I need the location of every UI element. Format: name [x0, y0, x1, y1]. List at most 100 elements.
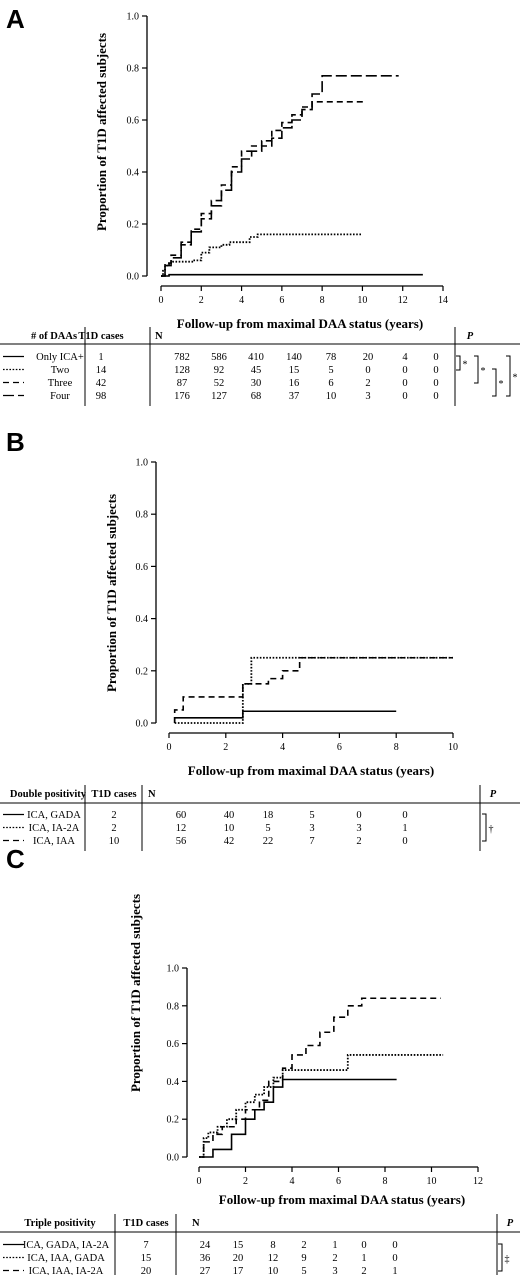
y-tick-label: 0.2 [127, 220, 140, 231]
table-cell-cases: 20 [141, 1266, 152, 1275]
series-line-long-dash [161, 75, 399, 277]
table-header-cases: T1D cases [91, 789, 136, 800]
x-tick-label: 2 [243, 1176, 248, 1187]
table-cell-n: 1 [392, 1266, 397, 1275]
table-cell-n: 27 [200, 1266, 211, 1275]
y-tick-label: 1.0 [136, 458, 149, 469]
x-tick-label: 14 [438, 295, 448, 306]
y-tick-label: 0.4 [136, 614, 149, 625]
table-cell-cases: 98 [96, 391, 107, 402]
x-tick-label: 6 [336, 1176, 341, 1187]
significance-symbol: * [499, 379, 504, 390]
x-tick-label: 4 [280, 742, 285, 753]
significance-symbol: * [513, 373, 518, 384]
table-cell-n: 3 [332, 1266, 337, 1275]
series-line-dashed [173, 656, 453, 723]
series-line-solid [199, 1078, 397, 1158]
table-cell-n: 12 [268, 1253, 279, 1264]
table-cell-n: 3 [365, 391, 370, 402]
y-tick-label: 1.0 [167, 964, 180, 975]
table-cell-n: 176 [174, 391, 190, 402]
x-tick-label: 6 [337, 742, 342, 753]
table-cell-n: 78 [326, 352, 337, 363]
table-cell-n: 37 [289, 391, 300, 402]
table-cell-cases: 42 [96, 378, 107, 389]
y-tick-label: 1.0 [127, 12, 140, 23]
y-tick-label: 0.6 [136, 562, 149, 573]
x-tick-label: 6 [279, 295, 284, 306]
x-tick-label: 12 [398, 295, 408, 306]
table-row-label: ICA, IAA [33, 836, 75, 847]
table-cell-n: 5 [309, 810, 314, 821]
x-tick-label: 10 [427, 1176, 437, 1187]
table-cell-cases: 7 [143, 1240, 148, 1251]
table-cell-n: 0 [392, 1253, 397, 1264]
y-tick-label: 0.6 [127, 116, 140, 127]
series-line-dotted [174, 656, 453, 724]
table-cell-n: 5 [301, 1266, 306, 1275]
table-cell-n: 586 [211, 352, 227, 363]
table-cell-n: 128 [174, 365, 190, 376]
survival-chart-panel-c: Proportion of T1D affected subjects Foll… [0, 894, 520, 1275]
table-header-n: N [155, 331, 163, 342]
x-tick-label: 2 [223, 742, 228, 753]
table-cell-n: 16 [289, 378, 300, 389]
table-cell-n: 2 [332, 1253, 337, 1264]
table-row-label: ICA, IAA, GADA [27, 1253, 105, 1264]
significance-bracket [482, 813, 487, 842]
table-cell-n: 0 [392, 1240, 397, 1251]
series-line-solid [173, 710, 397, 723]
significance-bracket [456, 355, 461, 371]
series-line-dotted [199, 1054, 444, 1158]
table-cell-n: 17 [233, 1266, 244, 1275]
table-cell-n: 6 [328, 378, 333, 389]
table-cell-n: 2 [356, 836, 361, 847]
table-cell-n: 1 [332, 1240, 337, 1251]
table-cell-n: 10 [224, 823, 235, 834]
table-header-cases: T1D cases [123, 1218, 168, 1229]
x-tick-label: 10 [357, 295, 367, 306]
table-cell-n: 2 [361, 1266, 366, 1275]
table-cell-n: 4 [402, 352, 408, 363]
table-cell-n: 0 [433, 352, 438, 363]
panel-label-c: C [6, 844, 25, 874]
x-axis-title: Follow-up from maximal DAA status (years… [188, 763, 434, 778]
panel-label-b: B [6, 427, 25, 457]
x-axis-title: Follow-up from maximal DAA status (years… [177, 316, 423, 331]
table-cell-n: 15 [233, 1240, 244, 1251]
table-cell-n: 2 [301, 1240, 306, 1251]
table-cell-n: 56 [176, 836, 187, 847]
x-tick-label: 8 [320, 295, 325, 306]
table-cell-n: 92 [214, 365, 225, 376]
table-cell-cases: 2 [111, 823, 116, 834]
table-cell-n: 87 [177, 378, 188, 389]
table-cell-cases: 14 [96, 365, 107, 376]
table-cell-n: 0 [402, 810, 407, 821]
table-cell-n: 5 [265, 823, 270, 834]
table-cell-n: 7 [309, 836, 314, 847]
table-row-label: Two [51, 365, 70, 376]
table-header-n: N [148, 789, 156, 800]
table-cell-n: 127 [211, 391, 227, 402]
x-tick-label: 0 [197, 1176, 202, 1187]
y-axis-title: Proportion of T1D affected subjects [128, 894, 143, 1092]
table-cell-n: 12 [176, 823, 187, 834]
table-cell-n: 36 [200, 1253, 211, 1264]
table-cell-cases: 1 [98, 352, 103, 363]
table-cell-n: 45 [251, 365, 262, 376]
significance-bracket [498, 1243, 503, 1272]
table-header-group: Double positivity [10, 789, 87, 800]
table-cell-n: 0 [402, 391, 407, 402]
table-cell-n: 60 [176, 810, 187, 821]
table-header-n: N [192, 1218, 200, 1229]
table-cell-n: 10 [268, 1266, 279, 1275]
x-axis-title: Follow-up from maximal DAA status (years… [219, 1192, 465, 1207]
table-cell-n: 0 [356, 810, 361, 821]
table-cell-n: 68 [251, 391, 262, 402]
table-row-label: ICA, GADA, IA-2A [23, 1240, 110, 1251]
table-row-label: Three [48, 378, 73, 389]
table-cell-n: 3 [356, 823, 361, 834]
table-cell-n: 15 [289, 365, 300, 376]
y-tick-label: 0.0 [167, 1153, 180, 1164]
table-row-label: Four [50, 391, 70, 402]
